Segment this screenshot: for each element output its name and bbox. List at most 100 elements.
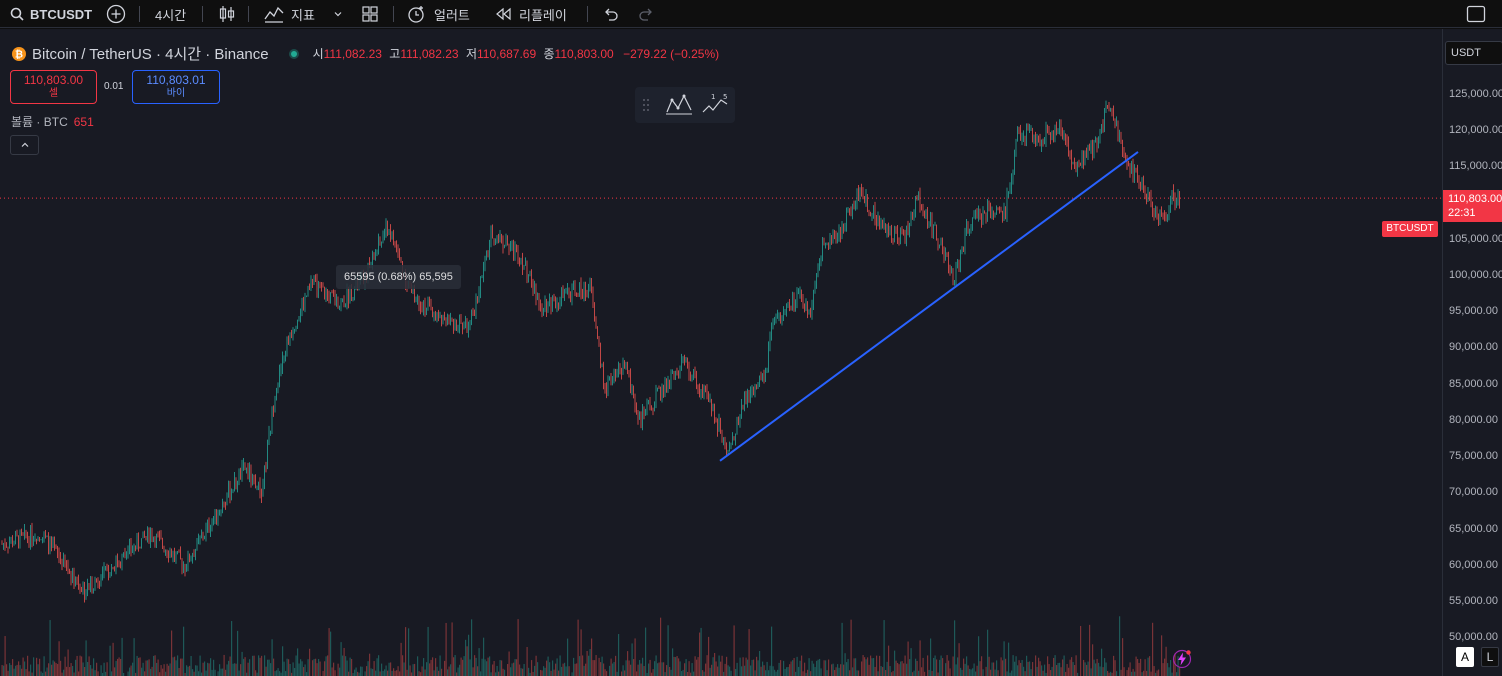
compare-button[interactable] [106,0,126,28]
volume-bar [714,652,716,676]
volume-bar [547,656,549,676]
symbol-legend: ₿ Bitcoin / TetherUS · 4시간 · Binance 시11… [11,43,719,64]
volume-bar [858,670,860,676]
volume-bar [219,664,221,676]
volume-bar [552,660,554,676]
volume-bar [868,664,870,676]
price-chart-canvas[interactable] [0,29,1442,676]
auto-scale-button[interactable]: A [1456,647,1474,667]
volume-bar [511,663,513,676]
volume-bar [777,669,779,676]
volume-bar [589,649,591,676]
volume-bar [708,636,710,676]
price-axis-label: 85,000.00 [1449,378,1498,390]
volume-bar [534,665,536,676]
volume-bar [406,669,408,676]
svg-text:5: 5 [723,93,727,101]
low-value: 110,687.69 [476,47,537,61]
alert-button[interactable]: 얼러트 [406,0,470,28]
volume-bar [114,667,116,676]
volume-bar [843,664,845,676]
volume-bar [715,661,717,676]
interval-button[interactable]: 4시간 [155,7,187,23]
volume-bar [823,660,825,676]
volume-bar [666,665,668,676]
volume-bar [1030,669,1032,676]
volume-bar [1149,656,1151,676]
volume-bar [561,666,563,676]
volume-bar [78,671,80,676]
trendline-drawing[interactable] [719,151,1139,462]
volume-bar [604,669,606,676]
volume-bar [955,664,957,676]
volume-bar [934,655,936,676]
volume-bar [409,665,411,676]
volume-bar [1102,667,1104,676]
chart-pane[interactable]: ₿ Bitcoin / TetherUS · 4시간 · Binance 시11… [0,29,1442,676]
volume-bar [736,662,738,676]
volume-bar [456,672,458,676]
volume-bar [481,658,483,676]
collapse-legend-button[interactable] [10,135,39,155]
volume-bar [490,672,492,676]
chart-type-button[interactable] [217,0,237,28]
volume-bar [520,668,522,676]
volume-bar [819,658,821,676]
volume-bar [556,658,558,676]
lightning-icon[interactable] [1172,649,1192,669]
volume-bar [37,664,39,676]
volume-bar [76,655,78,676]
currency-selector[interactable]: USDT [1445,41,1502,65]
close-key: 종 [543,47,555,61]
drag-handle-icon[interactable] [641,97,651,113]
volume-bar [324,661,326,676]
symbol-search-button[interactable]: BTCUSDT [10,0,92,28]
volume-bar [622,665,624,676]
volume-bar [994,669,996,676]
volume-bar [330,631,332,676]
volume-bar [45,671,47,676]
volume-bar [685,659,687,676]
volume-bar [441,668,443,676]
volume-bar [351,658,353,676]
volume-bar [762,661,764,676]
undo-button[interactable] [601,0,619,28]
volume-bar [640,663,642,676]
volume-bar [367,661,369,676]
volume-bar [160,665,162,676]
volume-bar [1080,625,1082,676]
volume-bar [648,663,650,676]
volume-bar [381,663,383,676]
volume-bar [693,671,695,676]
replay-button[interactable]: 리플레이 [494,0,567,28]
volume-bar [1074,665,1076,676]
indicators-dropdown[interactable] [333,0,343,28]
volume-bar [927,655,929,676]
volume-bar [285,671,287,676]
volume-bar [486,661,488,676]
sell-button[interactable]: 110,803.00 셀 [10,70,97,104]
redo-button[interactable] [638,0,656,28]
volume-bar [1143,670,1145,676]
volume-bar [1066,664,1068,676]
volume-bar [996,660,998,676]
fullscreen-icon [1466,5,1486,23]
volume-bar [300,659,302,676]
volume-bar [280,672,282,676]
volume-bar [1096,658,1098,676]
volume-bar [186,665,188,676]
layouts-button[interactable] [361,0,379,28]
pattern-tool-icon[interactable] [664,92,694,118]
buy-button[interactable]: 110,803.01 바이 [132,70,220,104]
bitcoin-logo-icon: ₿ [12,46,26,61]
volume-bar [327,655,329,676]
volume-bar [970,669,972,676]
indicators-button[interactable]: 지표 [263,0,315,28]
volume-bar [315,658,317,676]
price-axis[interactable]: USDT 125,000.00 120,000.00 115,000.00 105,0… [1442,29,1502,676]
volume-bar [295,655,297,676]
volume-bar [372,668,374,676]
fullscreen-button[interactable] [1466,0,1486,28]
log-scale-button[interactable]: L [1481,647,1499,667]
